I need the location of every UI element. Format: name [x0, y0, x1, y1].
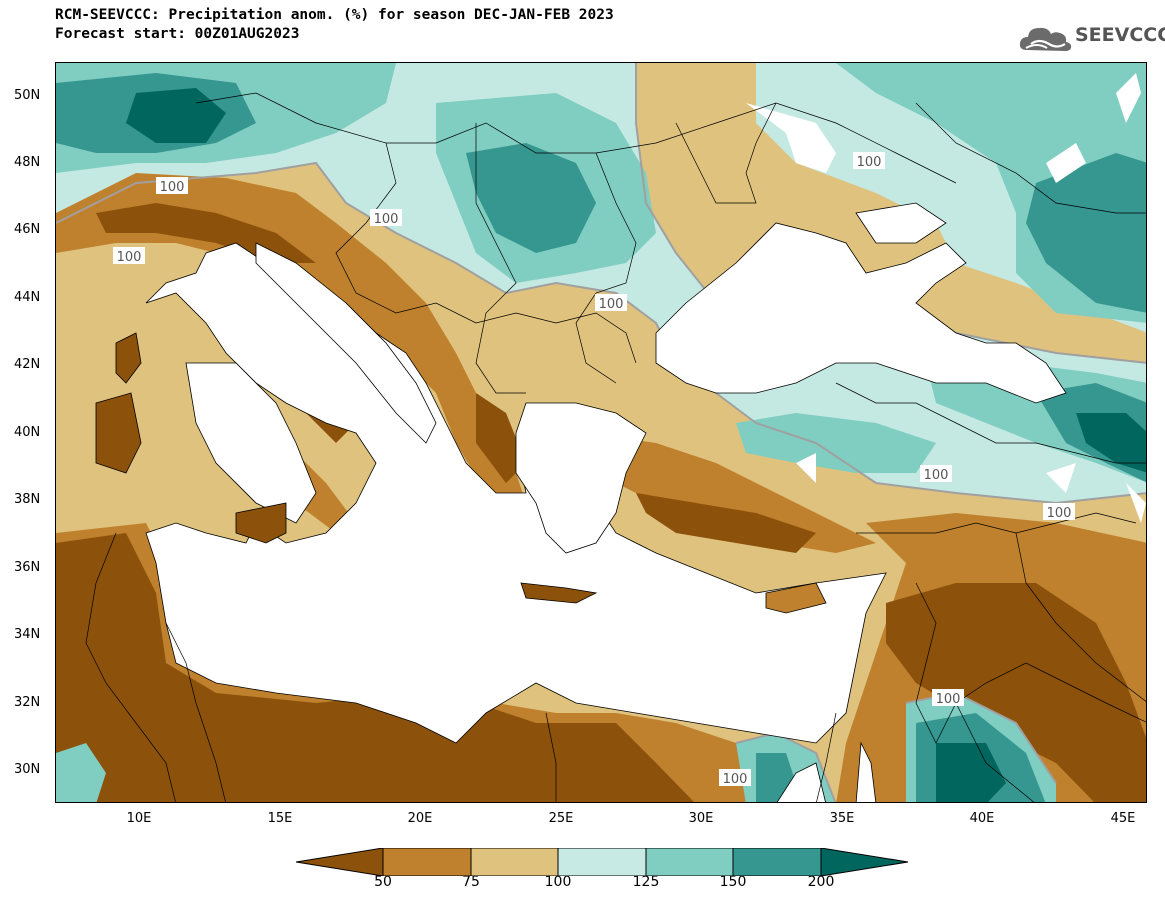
- colorbar-tick-125: 125: [632, 874, 660, 890]
- lat-label-30n: 30N: [14, 762, 41, 777]
- lat-label-42n: 42N: [14, 357, 41, 372]
- islands: [95, 332, 827, 614]
- lat-label-40n: 40N: [14, 425, 41, 440]
- colorbar-segment-125-150: [645, 848, 734, 876]
- lat-label-38n: 38N: [14, 492, 41, 507]
- lat-label-50n: 50N: [14, 88, 41, 103]
- seevccc-logo: SEEVCCC: [1017, 22, 1165, 58]
- colorbar-segment-50-75: [382, 848, 472, 876]
- colorbar-segment-below-50: [296, 848, 384, 876]
- colorbar-segment-75-100: [470, 848, 559, 876]
- lat-label-32n: 32N: [14, 695, 41, 710]
- lon-label-20e: 20E: [407, 811, 433, 826]
- colorbar-segment-150-200: [732, 848, 822, 876]
- lon-label-45e: 45E: [1110, 811, 1136, 826]
- lat-label-34n: 34N: [14, 627, 41, 642]
- lat-label-48n: 48N: [14, 155, 41, 170]
- lat-label-36n: 36N: [14, 560, 41, 575]
- band-above-200: [126, 88, 1146, 802]
- map-canvas: 100 100 100 100 100 100 100 100 100 100: [56, 63, 1146, 802]
- colorbar-segment-100-125: [557, 848, 647, 876]
- colorbar-segment-above-200: [820, 848, 909, 876]
- colorbar-tick-50: 50: [374, 874, 392, 890]
- contour-label: 100: [160, 180, 185, 195]
- colorbar-tick-75: 75: [462, 874, 480, 890]
- chart-title: RCM-SEEVCCC: Precipitation anom. (%) for…: [55, 6, 614, 44]
- contour-label: 100: [723, 772, 748, 787]
- title-line-2: Forecast start: 00Z01AUG2023: [55, 26, 300, 42]
- band-below-50: [56, 203, 1146, 802]
- lat-label-44n: 44N: [14, 290, 41, 305]
- contour-label: 100: [374, 212, 399, 227]
- lon-label-15e: 15E: [267, 811, 293, 826]
- lon-label-40e: 40E: [969, 811, 995, 826]
- contour-label: 100: [936, 692, 961, 707]
- lon-label-10e: 10E: [126, 811, 152, 826]
- colorbar-tick-100: 100: [544, 874, 572, 890]
- cloud-icon: [1019, 27, 1072, 51]
- country-borders: [85, 92, 1146, 802]
- snow-streaks: [746, 73, 1146, 523]
- lon-label-35e: 35E: [829, 811, 855, 826]
- contour-label: 100: [117, 250, 142, 265]
- title-line-1: RCM-SEEVCCC: Precipitation anom. (%) for…: [55, 7, 614, 23]
- lon-label-30e: 30E: [688, 811, 714, 826]
- colorbar: [296, 848, 909, 876]
- colorbar-tick-150: 150: [719, 874, 747, 890]
- lat-label-46n: 46N: [14, 222, 41, 237]
- logo-text: SEEVCCC: [1075, 24, 1165, 46]
- contour-labels: 100 100 100 100 100 100 100 100 100 100: [113, 152, 1075, 787]
- seas: [145, 202, 1067, 802]
- colorbar-tick-200: 200: [807, 874, 835, 890]
- contour-label: 100: [924, 468, 949, 483]
- anomaly-map: 100 100 100 100 100 100 100 100 100 100: [55, 62, 1147, 803]
- contour-label: 100: [1047, 506, 1072, 521]
- contour-label: 100: [857, 155, 882, 170]
- lon-label-25e: 25E: [548, 811, 574, 826]
- contour-label: 100: [599, 297, 624, 312]
